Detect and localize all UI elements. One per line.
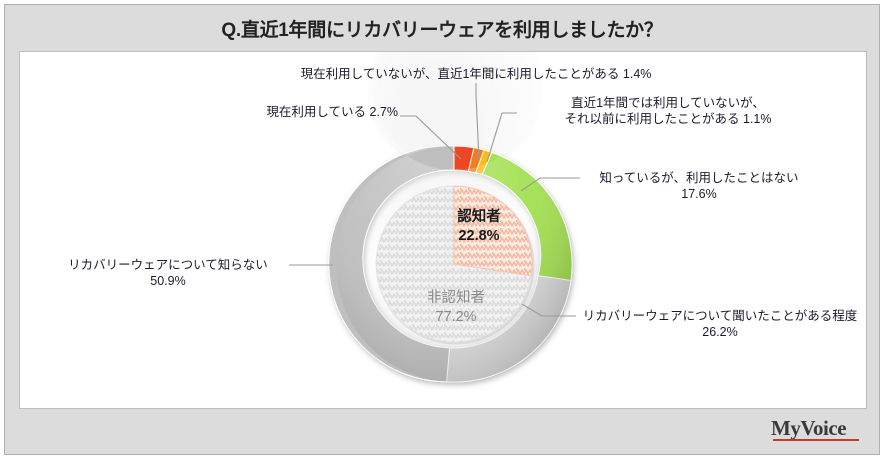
inner-pie-group bbox=[375, 185, 535, 345]
label-heard-of-line2: 26.2% bbox=[702, 325, 738, 339]
inner-label-aware-name: 認知者 bbox=[457, 209, 501, 225]
myvoice-logo-text: MyVoice bbox=[771, 416, 847, 440]
label-not-aware-line2: 50.9% bbox=[150, 274, 186, 288]
label-used-within-year-line1: 現在利用していないが、直近1年間に利用したことがある 1.4% bbox=[300, 67, 652, 81]
page-title: Q.直近1年間にリカバリーウェアを利用しましたか？ bbox=[221, 19, 663, 41]
label-aware-not-used-line2: 17.6% bbox=[681, 187, 717, 201]
label-used-before-line2: それ以前に利用したことがある 1.1% bbox=[564, 112, 772, 126]
leader-heard-of bbox=[521, 303, 576, 317]
label-currently-using-line1: 現在利用している 2.7% bbox=[266, 105, 398, 119]
label-not-aware: リカバリーウェアについて知らない 50.9% bbox=[48, 257, 288, 289]
inner-slice-aware bbox=[453, 185, 533, 277]
label-currently-using: 現在利用している 2.7% bbox=[130, 104, 398, 120]
inner-label-unaware-value: 77.2% bbox=[435, 309, 477, 325]
label-used-before: 直近1年間では利用していないが、 それ以前に利用したことがある 1.1% bbox=[519, 95, 817, 127]
label-heard-of: リカバリーウェアについて聞いたことがある程度 26.2% bbox=[578, 308, 862, 340]
title-band: Q.直近1年間にリカバリーウェアを利用しましたか？ bbox=[5, 5, 879, 51]
inner-label-unaware-name: 非認知者 bbox=[427, 290, 485, 306]
label-aware-not-used: 知っているが、利用したことはない 17.6% bbox=[583, 170, 815, 202]
leader-aware-not-used bbox=[520, 177, 580, 192]
inner-label-unaware: 非認知者 77.2% bbox=[397, 289, 515, 327]
label-aware-not-used-line1: 知っているが、利用したことはない bbox=[599, 171, 799, 185]
label-used-within-year: 現在利用していないが、直近1年間に利用したことがある 1.4% bbox=[226, 66, 726, 82]
label-not-aware-line1: リカバリーウェアについて知らない bbox=[68, 258, 268, 272]
label-used-before-line1: 直近1年間では利用していないが、 bbox=[571, 96, 765, 110]
chart-card: Q.直近1年間にリカバリーウェアを利用しましたか？ bbox=[4, 4, 880, 455]
leader-used-within-year bbox=[475, 83, 480, 161]
leader-used-before bbox=[486, 112, 517, 163]
myvoice-logo-underline bbox=[773, 439, 859, 441]
leader-lines bbox=[289, 83, 580, 317]
label-heard-of-line1: リカバリーウェアについて聞いたことがある程度 bbox=[582, 309, 858, 323]
inner-label-aware: 認知者 22.8% bbox=[424, 208, 534, 246]
myvoice-logo: MyVoice bbox=[771, 416, 863, 446]
leader-currently-using bbox=[400, 115, 462, 160]
inner-label-aware-value: 22.8% bbox=[458, 228, 500, 244]
chart-plot-area: 現在利用していないが、直近1年間に利用したことがある 1.4% 現在利用している… bbox=[19, 51, 867, 409]
